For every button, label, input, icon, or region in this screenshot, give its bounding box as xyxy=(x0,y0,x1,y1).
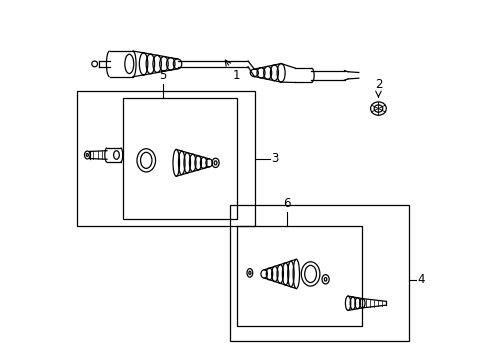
Bar xyxy=(77,91,255,226)
Bar xyxy=(230,205,408,341)
Text: 4: 4 xyxy=(417,273,425,286)
Bar xyxy=(237,226,362,327)
Text: 1: 1 xyxy=(233,69,240,82)
Text: 2: 2 xyxy=(374,78,382,91)
Bar xyxy=(123,98,237,219)
Text: 5: 5 xyxy=(159,69,166,82)
Text: 6: 6 xyxy=(283,197,290,210)
Text: 3: 3 xyxy=(271,152,278,165)
